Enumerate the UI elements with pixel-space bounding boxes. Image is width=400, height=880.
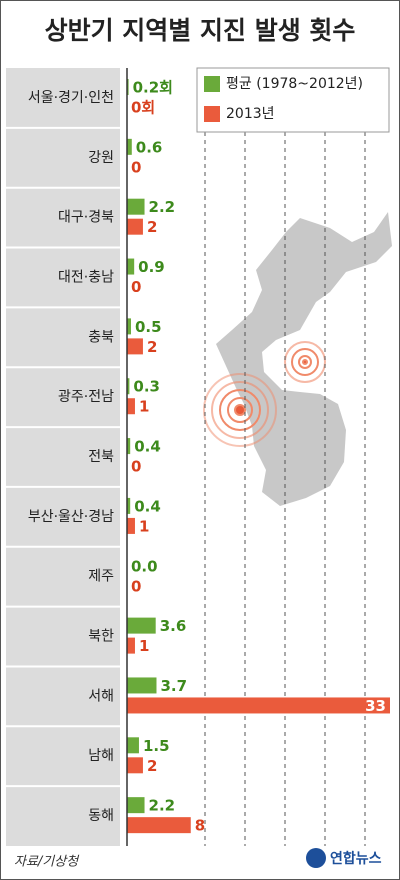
bar — [127, 378, 130, 395]
value-label: 0.2회 — [133, 79, 173, 97]
value-label: 0.5 — [135, 318, 162, 336]
value-label: 0.9 — [138, 258, 165, 276]
value-label: 0 — [131, 278, 141, 296]
legend-label: 평균 (1978~2012년) — [226, 76, 363, 92]
value-label: 0 — [131, 577, 141, 595]
label-panel — [6, 68, 120, 846]
value-label: 0.3 — [133, 378, 160, 396]
bar — [127, 797, 145, 814]
value-label: 2 — [147, 338, 157, 356]
bar — [127, 497, 131, 514]
bar — [127, 258, 135, 275]
value-label: 3.7 — [160, 677, 187, 695]
bar — [127, 318, 131, 335]
value-label: 1 — [139, 637, 149, 655]
legend — [196, 67, 390, 133]
y-tick-label: 대구·경북 — [58, 210, 114, 226]
value-label: 0 — [131, 458, 141, 476]
legend-swatch — [204, 76, 220, 92]
value-label: 2 — [147, 218, 157, 236]
value-label: 0 — [131, 158, 141, 176]
bar — [127, 757, 143, 774]
logo-mark — [306, 848, 326, 868]
legend-swatch — [204, 106, 220, 122]
bar — [127, 517, 135, 534]
bar — [127, 218, 143, 235]
bar — [127, 737, 139, 754]
bar — [127, 617, 156, 634]
y-tick-label: 부산·울산·경남 — [28, 509, 114, 525]
bar — [127, 198, 145, 215]
value-label: 1.5 — [143, 737, 170, 755]
value-label: 0.6 — [136, 138, 163, 156]
value-label: 3.6 — [160, 617, 187, 635]
value-label: 2.2 — [149, 797, 176, 815]
bar — [127, 398, 135, 415]
epicenter — [203, 341, 326, 447]
y-tick-label: 남해 — [88, 748, 114, 764]
map-shape — [216, 212, 392, 506]
bar — [127, 79, 129, 95]
value-label: 8 — [195, 817, 205, 835]
map — [203, 212, 392, 506]
y-tick-label: 강원 — [88, 150, 114, 166]
y-tick-label: 북한 — [88, 629, 114, 645]
y-tick-label: 대전·충남 — [58, 269, 114, 285]
value-label: 0회 — [131, 99, 155, 117]
bar — [127, 338, 143, 355]
y-tick-label: 제주 — [88, 569, 114, 585]
bar — [127, 677, 157, 694]
y-tick-label: 충북 — [88, 329, 114, 345]
value-label: 33 — [365, 697, 386, 715]
legend-label: 2013년 — [226, 106, 275, 122]
source: 자료/기상청 — [14, 855, 80, 870]
value-label: 1 — [139, 517, 149, 535]
y-tick-label: 전북 — [88, 449, 114, 465]
guides — [204, 132, 366, 846]
y-tick-label: 동해 — [88, 808, 114, 824]
value-label: 0.4 — [134, 497, 161, 515]
value-label: 2 — [147, 757, 157, 775]
chart-title: 상반기 지역별 지진 발생 횟수 — [45, 16, 356, 45]
bar — [127, 697, 390, 714]
value-label: 0.4 — [134, 438, 161, 456]
y-tick-label: 서해 — [88, 688, 114, 704]
bar — [127, 637, 135, 654]
y-tick-label: 광주·전남 — [58, 389, 114, 405]
y-tick-label: 서울·경기·인천 — [28, 90, 114, 106]
value-label: 1 — [139, 398, 149, 416]
bar — [127, 438, 131, 455]
publisher: 연합뉴스 — [330, 850, 382, 867]
bar — [127, 138, 132, 155]
value-label: 2.2 — [149, 198, 176, 216]
value-label: 0.0 — [131, 557, 158, 575]
bar — [127, 817, 191, 834]
